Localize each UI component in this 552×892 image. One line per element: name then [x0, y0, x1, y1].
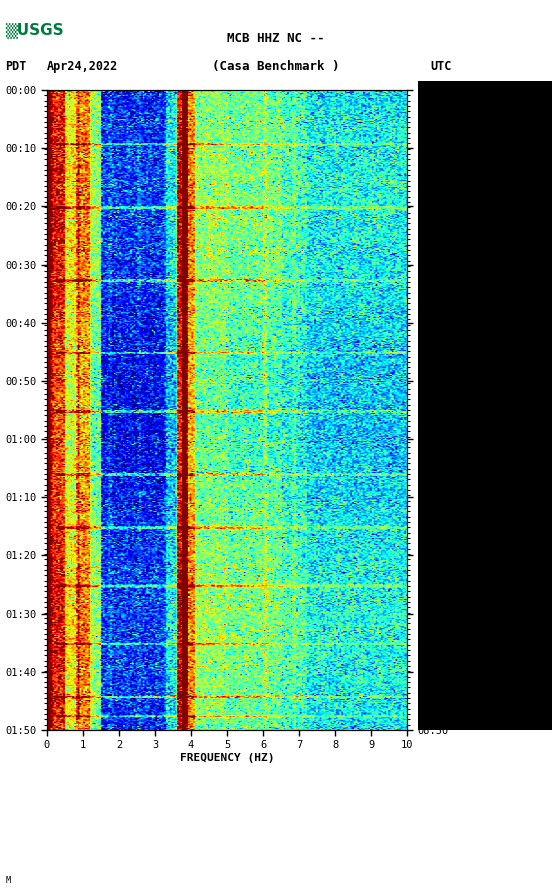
Text: MCB HHZ NC --: MCB HHZ NC -- — [227, 31, 325, 45]
X-axis label: FREQUENCY (HZ): FREQUENCY (HZ) — [180, 753, 274, 764]
Text: ▒USGS: ▒USGS — [6, 22, 64, 38]
Text: Apr24,2022: Apr24,2022 — [47, 60, 118, 73]
Text: UTC: UTC — [431, 60, 452, 73]
Text: PDT: PDT — [6, 60, 27, 73]
Text: (Casa Benchmark ): (Casa Benchmark ) — [213, 60, 339, 73]
Text: M: M — [6, 876, 10, 885]
